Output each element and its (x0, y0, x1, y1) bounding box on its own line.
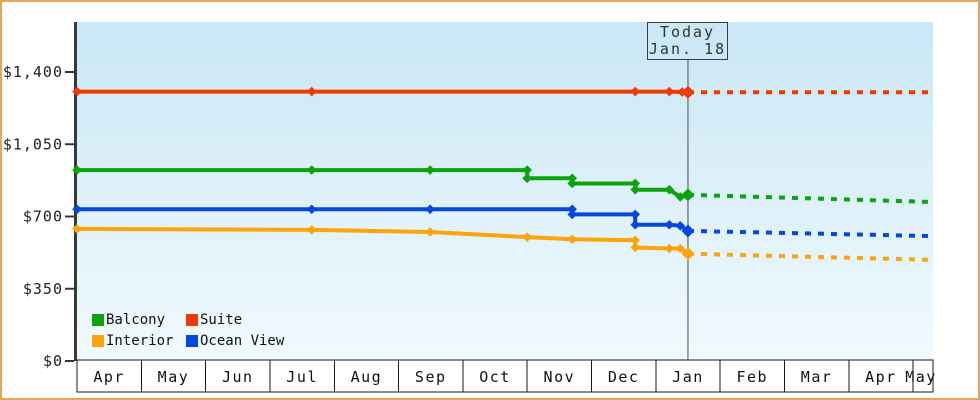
month-label: Oct (479, 368, 511, 386)
data-point-balcony (630, 184, 641, 195)
data-point-ocean-view (72, 204, 82, 215)
data-point-balcony (664, 184, 675, 195)
data-point-ocean-view (425, 204, 435, 215)
data-point-interior (567, 234, 578, 245)
data-point-balcony (567, 173, 578, 184)
data-point-ocean-view (664, 219, 675, 230)
legend-item-suite: Suite (186, 312, 284, 328)
data-point-balcony (681, 188, 695, 202)
legend-label-balcony: Balcony (106, 312, 166, 328)
data-point-interior (664, 243, 675, 254)
y-axis-label: $1,400 (3, 63, 63, 81)
data-point-suite (681, 85, 695, 99)
series-forecast-ocean-view (687, 228, 933, 239)
data-point-balcony (567, 178, 578, 189)
series-forecast-balcony (687, 192, 933, 204)
legend-label-interior: Interior (106, 333, 174, 349)
series-line-suite (77, 89, 689, 95)
legend-swatch-ocean-view (186, 335, 198, 347)
y-axis-label: $0 (43, 352, 63, 370)
data-point-interior (425, 227, 435, 237)
month-label: Apr (865, 368, 897, 386)
y-axis-tick (65, 360, 74, 362)
series-line-interior (76, 226, 690, 256)
month-label: Nov (544, 368, 576, 386)
data-point-ocean-view (675, 220, 686, 231)
data-point-ocean-view (567, 204, 578, 215)
data-point-suite (630, 86, 641, 97)
data-point-interior (522, 232, 532, 242)
today-annotation-title: Today (659, 22, 716, 41)
data-point-interior (72, 224, 82, 234)
month-label: Sep (415, 368, 447, 386)
data-point-balcony (630, 178, 641, 189)
data-point-ocean-view (630, 219, 641, 230)
data-point-suite (664, 86, 675, 97)
month-label: Feb (736, 368, 768, 386)
legend-swatch-balcony (92, 314, 104, 326)
legend-label-ocean-view: Ocean View (200, 333, 285, 349)
data-point-interior (630, 242, 641, 253)
data-point-balcony (306, 165, 317, 175)
month-label: Apr (93, 368, 125, 386)
y-axis-tick (65, 143, 74, 146)
month-label: Jun (222, 368, 254, 386)
today-annotation: Today Jan. 18 (647, 22, 728, 60)
data-point-suite (306, 86, 317, 97)
month-band (76, 359, 934, 393)
y-axis-tick (65, 287, 74, 290)
today-annotation-date: Jan. 18 (648, 40, 727, 58)
y-axis-tick (65, 215, 74, 218)
data-point-interior (630, 235, 641, 246)
data-point-interior (306, 225, 317, 235)
legend-item-balcony: Balcony (92, 312, 186, 328)
data-point-ocean-view (681, 224, 695, 238)
month-label: Mar (801, 368, 833, 386)
y-axis-tick (65, 71, 74, 73)
y-axis-label: $700 (23, 208, 63, 226)
legend-item-interior: Interior (92, 333, 186, 349)
series-forecast-interior (687, 251, 933, 262)
plot-area (77, 22, 933, 361)
data-point-interior (675, 243, 686, 254)
legend-swatch-interior (92, 335, 104, 347)
data-point-balcony (522, 165, 532, 175)
data-point-balcony (72, 165, 82, 175)
y-axis-line (74, 22, 77, 361)
month-label: May (158, 368, 190, 386)
y-axis-label: $1,050 (3, 135, 63, 153)
month-label: Jul (286, 368, 318, 386)
y-axis-label: $350 (23, 280, 63, 298)
legend-item-ocean-view: Ocean View (186, 333, 284, 349)
month-label: May (905, 368, 937, 386)
data-point-ocean-view (567, 209, 578, 220)
data-point-balcony (522, 173, 532, 184)
data-point-balcony (425, 165, 435, 175)
legend-label-suite: Suite (200, 312, 243, 328)
legend: Balcony Suite Interior Ocean View (92, 312, 284, 349)
month-label: Jan (672, 368, 704, 386)
data-point-ocean-view (630, 209, 641, 220)
legend-swatch-suite (186, 314, 198, 326)
month-label: Dec (608, 368, 640, 386)
data-point-interior (681, 247, 695, 261)
month-label: Aug (351, 368, 383, 386)
data-point-suite (72, 86, 82, 97)
data-point-ocean-view (306, 204, 317, 215)
